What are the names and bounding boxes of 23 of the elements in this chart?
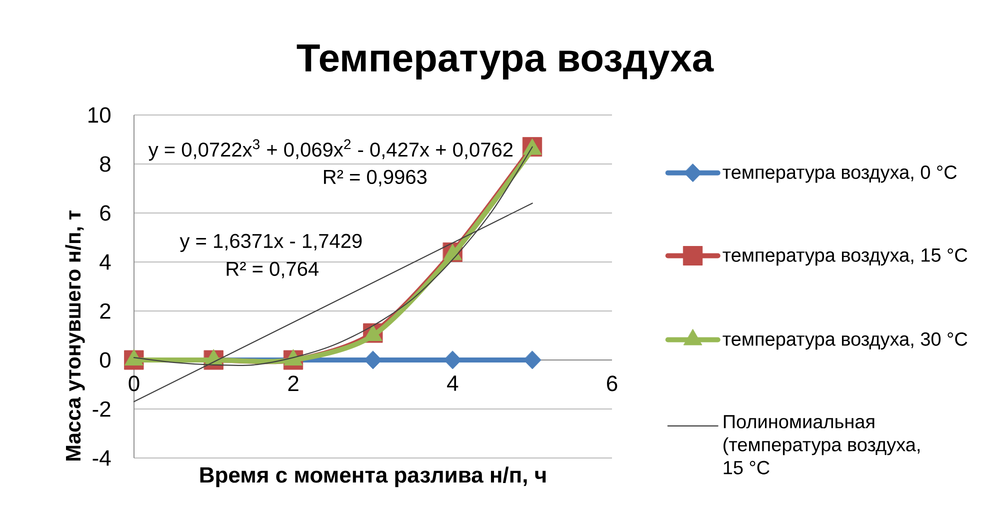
x-tick-label: 2 — [288, 376, 298, 392]
y-tick-label: 2 — [100, 303, 110, 319]
legend-label: температура воздуха, 30 °C — [722, 332, 968, 350]
y-tick-label: 0 — [100, 352, 110, 368]
y-tick-label: 6 — [100, 205, 110, 221]
x-tick-label: 0 — [128, 376, 140, 392]
annotation: y = 0,0722x$^{3}$ + 0,069x$^{2}$ - 0,427x + 0,0762 — [148, 139, 512, 161]
annotation: R² = 0,764 — [226, 262, 319, 278]
y-tick-label: -2 — [92, 401, 110, 417]
y-tick-label: 10 — [88, 107, 110, 123]
x-axis-title: Время с момента разлива н/п, ч — [200, 466, 546, 488]
legend-label: температура воздуха, 0 °C — [722, 165, 957, 183]
y-tick-label: 8 — [100, 156, 110, 172]
y-tick-label: -4 — [92, 450, 111, 466]
annotation: y = 1,6371x - 1,7429 — [180, 234, 362, 252]
legend-label: Полиномиальная (температура воздуха, 15 °C — [724, 415, 920, 474]
y-tick-label: 4 — [100, 254, 111, 270]
chart-title: Температура воздуха — [296, 44, 714, 80]
x-tick-label: 4 — [447, 376, 458, 391]
annotation: R² = 0,9963 — [324, 170, 427, 186]
legend-label: температура воздуха, 15 °C — [722, 248, 968, 266]
x-tick-label: 6 — [607, 376, 618, 392]
y-axis-title: Масса утонувшего н/п, т — [65, 210, 85, 461]
